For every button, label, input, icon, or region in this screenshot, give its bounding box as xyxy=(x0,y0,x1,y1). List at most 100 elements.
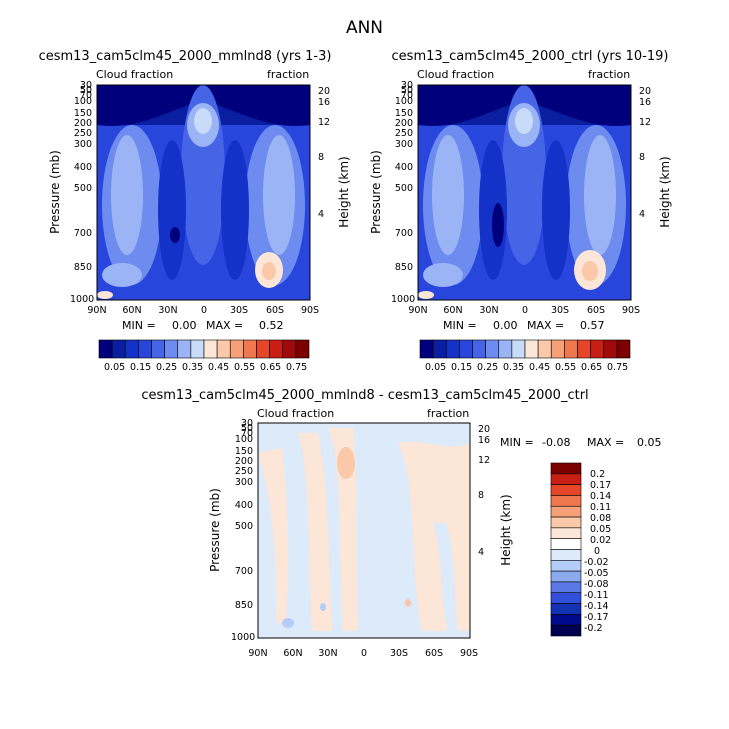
panel1-ytick: 500 xyxy=(73,183,92,194)
colorbar-swatch xyxy=(550,339,565,359)
panel3-cb-tick: 0.11 xyxy=(590,502,612,513)
panel3-xtick: 30N xyxy=(318,648,338,659)
panel3-ytick: 700 xyxy=(234,566,253,577)
panel2-ytick: 500 xyxy=(394,183,413,194)
panel1-xtick: 60N xyxy=(122,305,142,316)
panel1-ytick: 30 xyxy=(79,80,92,91)
panel3-ytick: 200 xyxy=(234,456,253,467)
panel2-cb-tick: 0.75 xyxy=(607,362,629,373)
panel2-height-tick: 4 xyxy=(639,209,646,220)
colorbar-swatch xyxy=(550,538,582,550)
colorbar-swatch xyxy=(445,339,460,359)
panel2-cb-tick: 0.35 xyxy=(503,362,525,373)
panel3-ytick: 150 xyxy=(234,446,253,457)
panel3-right-label: fraction xyxy=(427,407,470,420)
panel1-ylabel: Pressure (mb) xyxy=(48,150,62,234)
panel2-xtick: 30N xyxy=(479,305,499,316)
panel3-cb-tick: 0.08 xyxy=(590,513,612,524)
colorbar-swatch xyxy=(550,462,582,475)
colorbar-swatch xyxy=(537,339,552,359)
panel1-height-tick: 12 xyxy=(318,117,331,128)
panel3-min-label: MIN = xyxy=(500,436,534,449)
panel3-cb-tick: 0.14 xyxy=(590,491,612,502)
panel1-strat xyxy=(97,85,310,126)
colorbar-swatch xyxy=(524,339,539,359)
panel1-xtick: 60S xyxy=(265,305,285,316)
panel1-subsidence-s xyxy=(221,140,249,280)
panel3-cb-tick: -0.11 xyxy=(584,590,609,601)
colorbar-swatch xyxy=(550,495,582,507)
colorbar-swatch xyxy=(419,339,434,359)
panel2-height-tick: 20 xyxy=(639,86,652,97)
panel1-cb-tick: 0.65 xyxy=(260,362,282,373)
panel2-ytick: 850 xyxy=(394,262,413,273)
panel2-xtick: 90S xyxy=(621,305,641,316)
colorbar-swatch xyxy=(550,592,582,604)
panel3-colorbar xyxy=(550,462,582,637)
colorbar-swatch xyxy=(111,339,126,359)
panel1-contour-plot xyxy=(96,84,311,301)
colorbar-swatch xyxy=(151,339,165,359)
panel1-ytick: 1000 xyxy=(70,294,95,305)
panel3-cb-tick: -0.2 xyxy=(584,623,603,634)
panel2-xtick: 60N xyxy=(443,305,463,316)
panel1-ytick: 850 xyxy=(73,262,92,273)
panel1-xtick: 30S xyxy=(229,305,249,316)
panel1-frame xyxy=(96,84,311,301)
colorbar-swatch xyxy=(472,339,486,359)
colorbar-swatch xyxy=(550,570,582,583)
colorbar-swatch xyxy=(590,339,605,359)
panel1-ytick: 200 xyxy=(73,118,92,129)
colorbar-swatch xyxy=(216,339,231,359)
panel3-height-tick: 12 xyxy=(478,455,491,466)
panel3-xtick: 90N xyxy=(248,648,268,659)
panel3-cb-tick: -0.05 xyxy=(584,568,609,579)
panel1-cb-tick: 0.05 xyxy=(104,362,126,373)
panel2-ytick: 150 xyxy=(394,108,413,119)
panel3-cb-tick: -0.14 xyxy=(584,601,609,612)
colorbar-swatch xyxy=(616,339,631,359)
panel2-ytick: 250 xyxy=(394,128,413,139)
panel1-cb-tick: 0.45 xyxy=(208,362,230,373)
panel2-xtick: 30S xyxy=(550,305,570,316)
colorbar-swatch xyxy=(511,339,526,359)
panel1-ytick: 50 xyxy=(79,85,92,96)
panel3-xtick: 30S xyxy=(389,648,409,659)
panel3-min-value: -0.08 xyxy=(542,436,571,449)
panel1-title: cesm13_cam5clm45_2000_mmlnd8 (yrs 1-3) xyxy=(38,49,332,64)
panel1-ytick: 300 xyxy=(73,139,92,150)
panel3-cb-tick: -0.02 xyxy=(584,557,609,568)
colorbar-swatch xyxy=(550,614,582,626)
panel3-cb-tick: 0.02 xyxy=(590,535,612,546)
colorbar-swatch xyxy=(432,339,447,359)
panel3-ytick: 50 xyxy=(240,423,253,434)
panel1-left-label: Cloud fraction xyxy=(96,68,174,81)
panel1-ytick: 70 xyxy=(79,90,92,101)
panel3-cb-tick: 0.2 xyxy=(590,469,606,480)
panel1-xtick: 90N xyxy=(87,305,107,316)
panel3-max-value: 0.05 xyxy=(637,436,662,449)
panel2-xtick: 90N xyxy=(408,305,428,316)
panel3-ytick: 100 xyxy=(234,434,253,445)
panel3-height-tick: 4 xyxy=(478,547,485,558)
colorbar-swatch xyxy=(295,339,310,359)
colorbar-swatch xyxy=(164,339,179,359)
panel2-ytick: 1000 xyxy=(391,294,416,305)
panel2-max-label: MAX = xyxy=(527,319,565,332)
panel2-title: cesm13_cam5clm45_2000_ctrl (yrs 10-19) xyxy=(391,49,669,64)
panel2-contour-plot xyxy=(417,84,632,301)
panel1-ytick: 100 xyxy=(73,96,92,107)
panel1-height-tick: 20 xyxy=(318,86,331,97)
colorbar-swatch xyxy=(243,339,257,359)
colorbar-swatch xyxy=(550,581,582,594)
colorbar-swatch xyxy=(550,516,582,529)
colorbar-swatch xyxy=(138,339,152,359)
panel1-height-tick: 16 xyxy=(318,97,331,108)
panel1-cb-tick: 0.25 xyxy=(156,362,178,373)
panel1-subsidence-n xyxy=(158,140,186,280)
colorbar-swatch xyxy=(550,603,582,615)
colorbar-swatch xyxy=(282,339,297,359)
colorbar-swatch xyxy=(256,339,270,359)
panel2-min-value: 0.00 xyxy=(493,319,518,332)
panel3-ylabel: Pressure (mb) xyxy=(208,488,222,572)
